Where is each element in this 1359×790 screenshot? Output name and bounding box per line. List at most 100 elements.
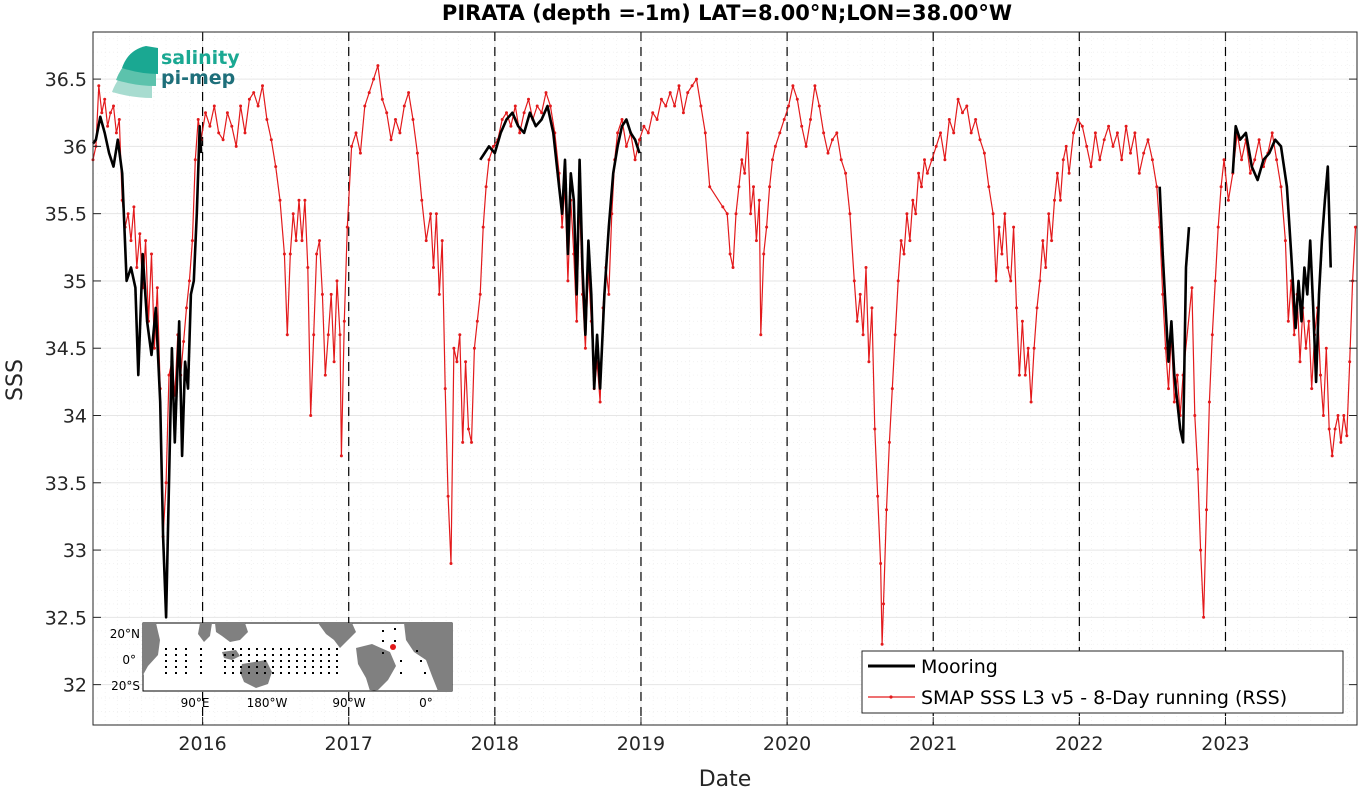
inset-mooring-dot [328, 648, 330, 650]
smap-data-point [285, 333, 289, 337]
smap-data-point [852, 279, 856, 283]
smap-data-point [446, 494, 450, 498]
smap-data-point [1120, 158, 1124, 162]
smap-data-point [458, 333, 462, 337]
smap-data-point [1286, 319, 1290, 323]
smap-data-point [185, 306, 188, 310]
smap-data-point [1026, 346, 1030, 350]
smap-data-point [791, 84, 795, 88]
smap-data-point [437, 292, 441, 296]
inset-mooring-dot [185, 654, 187, 656]
inset-mooring-dot [200, 648, 202, 650]
smap-data-point [294, 239, 298, 243]
smap-data-point [882, 602, 885, 606]
smap-data-point [560, 225, 564, 229]
smap-data-point [129, 239, 133, 243]
smap-data-point [1137, 171, 1141, 175]
x-axis-label: Date [699, 767, 752, 790]
smap-data-point [965, 104, 969, 108]
smap-data-point [659, 97, 663, 101]
smap-data-point [1085, 144, 1089, 148]
inset-mooring-dot [224, 672, 226, 674]
smap-data-point [278, 198, 282, 202]
smap-data-point [651, 111, 655, 115]
inset-mooring-dot [165, 654, 167, 656]
smap-data-point [221, 138, 225, 142]
smap-data-point [1226, 198, 1230, 202]
inset-mooring-dot [288, 648, 290, 650]
inset-map-mooring-dots [165, 628, 426, 674]
smap-data-point [1053, 198, 1056, 202]
smap-series-line [92, 65, 1357, 645]
smap-data-point [1222, 158, 1226, 162]
smap-data-point [885, 508, 888, 512]
smap-data-point [737, 185, 741, 189]
inset-mooring-dot [288, 672, 290, 674]
inset-map-ocean [142, 622, 453, 692]
smap-data-point [112, 104, 115, 108]
smap-data-point [1164, 346, 1168, 350]
smap-data-point [114, 131, 118, 135]
smap-data-point [1327, 427, 1331, 431]
smap-data-point [1240, 158, 1244, 162]
series-smap-sss [91, 64, 1357, 646]
smap-data-point [309, 414, 313, 417]
inset-mooring-dot [336, 654, 338, 656]
inset-mooring-dot [185, 672, 187, 674]
smap-data-point [731, 266, 735, 269]
smap-data-point [1032, 346, 1036, 350]
inset-mooring-dot [312, 666, 314, 668]
smap-data-point [908, 239, 912, 243]
inset-map-land [143, 623, 452, 691]
inset-mooring-dot [296, 672, 298, 674]
inset-mooring-dot [185, 660, 187, 662]
inset-mooring-dot [296, 660, 298, 662]
smap-data-point [472, 346, 476, 350]
x-tick-label: 2023 [1201, 733, 1249, 755]
y-tick-marks [93, 78, 1357, 686]
smap-data-point [867, 360, 871, 364]
smap-data-point [1304, 346, 1308, 350]
smap-data-point [415, 151, 419, 155]
smap-data-point [394, 118, 397, 121]
smap-data-point [1155, 185, 1159, 189]
smap-data-point [1150, 158, 1154, 162]
smap-data-point [190, 239, 194, 243]
smap-data-point [449, 562, 453, 565]
smap-data-point [265, 118, 269, 121]
smap-data-point [1067, 171, 1071, 175]
smap-data-point [826, 151, 830, 155]
inset-mooring-dot [304, 666, 306, 668]
smap-data-point [478, 292, 482, 296]
smap-data-point [917, 171, 921, 175]
inset-mooring-dot [224, 666, 226, 668]
smap-data-point [1319, 373, 1322, 377]
smap-data-point [690, 84, 694, 88]
smap-data-point [817, 104, 821, 108]
smap-data-point [778, 131, 782, 135]
smap-data-point [452, 346, 456, 350]
smap-data-point [1124, 124, 1128, 128]
smap-data-point [103, 97, 107, 101]
inset-map-y-labels: 20°N 0° 20°S [110, 627, 140, 693]
smap-data-point [1161, 292, 1165, 296]
smap-data-point [956, 97, 960, 101]
smap-data-point [787, 104, 791, 108]
smap-data-point [677, 84, 681, 88]
year-boundary-lines [201, 32, 1227, 725]
smap-data-point [509, 124, 513, 128]
smap-data-point [1047, 212, 1051, 216]
smap-data-point [961, 111, 964, 115]
smap-data-point [1321, 414, 1325, 417]
smap-data-point [879, 562, 883, 565]
inset-mooring-dot [320, 666, 322, 668]
inset-mooring-dot [296, 666, 298, 668]
inset-mooring-dot [400, 672, 402, 674]
inset-mooring-dot [320, 654, 322, 656]
smap-data-point [1336, 414, 1340, 417]
inset-mooring-dot [272, 660, 274, 662]
smap-data-point [291, 212, 295, 216]
inset-mooring-dot [304, 672, 306, 674]
inset-mooring-dot [232, 654, 234, 656]
